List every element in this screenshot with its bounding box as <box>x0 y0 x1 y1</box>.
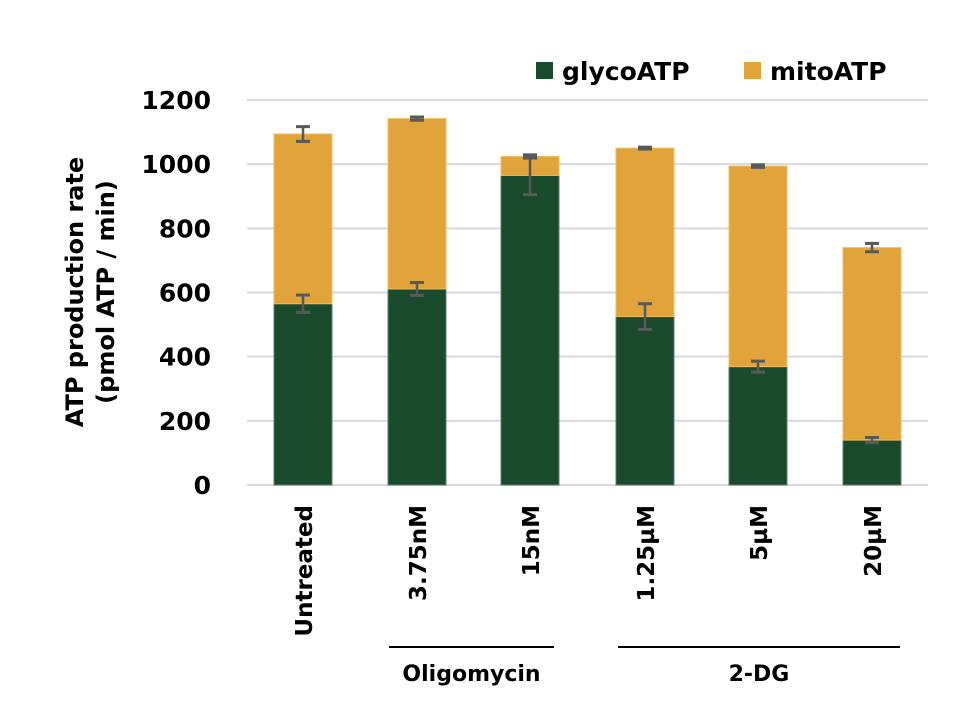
bar-glycoATP-5 <box>842 439 902 486</box>
error-bar-glycoATP-5 <box>865 436 879 445</box>
x-category-label: 20µM <box>861 505 887 577</box>
bar-mitoATP-4 <box>728 165 788 368</box>
bar-mitoATP-1 <box>387 118 447 290</box>
bar-mitoATP-0 <box>273 133 333 305</box>
error-bar-mitoATP-3 <box>638 145 652 151</box>
error-bar-mitoATP-5 <box>865 241 879 254</box>
bars <box>273 118 902 486</box>
bar-mitoATP-5 <box>842 247 902 441</box>
y-axis-ticks: 0 200 400 600 800 1000 1200 <box>141 86 211 500</box>
bar-glycoATP-2 <box>500 174 560 486</box>
bar-glycoATP-4 <box>728 366 788 486</box>
x-category-label: Untreated <box>292 505 318 637</box>
error-bar-glycoATP-0 <box>296 293 310 314</box>
x-category-label: 15nM <box>519 505 545 576</box>
x-category-label: 1.25µM <box>634 505 660 602</box>
error-bar-glycoATP-1 <box>410 281 424 297</box>
error-bar-mitoATP-1 <box>410 115 424 122</box>
gridlines <box>247 99 928 486</box>
error-bars <box>296 115 879 445</box>
legend-swatch-mitoATP <box>744 62 761 79</box>
legend-label-mitoATP: mitoATP <box>770 57 887 86</box>
y-tick-label: 600 <box>159 279 211 308</box>
legend: glycoATP mitoATP <box>536 57 887 86</box>
error-bar-glycoATP-3 <box>638 302 652 331</box>
bar-glycoATP-3 <box>615 316 675 486</box>
x-axis-categories: Untreated 3.75nM 15nM 1.25µM 5µM 20µM <box>292 505 887 637</box>
bar-glycoATP-0 <box>273 303 333 486</box>
y-tick-label: 1200 <box>141 86 211 115</box>
y-axis-title: ATP production rate (pmol ATP / min) <box>61 157 120 427</box>
legend-label-glycoATP: glycoATP <box>562 57 690 86</box>
y-axis-title-line1: ATP production rate <box>61 157 89 427</box>
error-bar-mitoATP-2 <box>523 153 537 160</box>
bar-glycoATP-1 <box>387 288 447 486</box>
y-tick-label: 1000 <box>141 150 211 179</box>
y-tick-label: 800 <box>159 214 211 243</box>
group-label: 2-DG <box>729 662 790 687</box>
category-groups: Oligomycin 2-DG <box>389 646 900 687</box>
group-label: Oligomycin <box>402 662 540 687</box>
y-tick-label: 0 <box>194 471 211 500</box>
x-category-label: 5µM <box>747 505 773 561</box>
error-bar-glycoATP-4 <box>751 359 765 374</box>
legend-swatch-glycoATP <box>536 62 553 79</box>
error-bar-mitoATP-0 <box>296 125 310 143</box>
x-category-label: 3.75nM <box>406 505 432 601</box>
y-tick-label: 400 <box>159 343 211 372</box>
y-tick-label: 200 <box>159 407 211 436</box>
error-bar-mitoATP-4 <box>751 163 765 169</box>
bar-mitoATP-3 <box>615 147 675 318</box>
y-axis-title-line2: (pmol ATP / min) <box>92 180 120 404</box>
